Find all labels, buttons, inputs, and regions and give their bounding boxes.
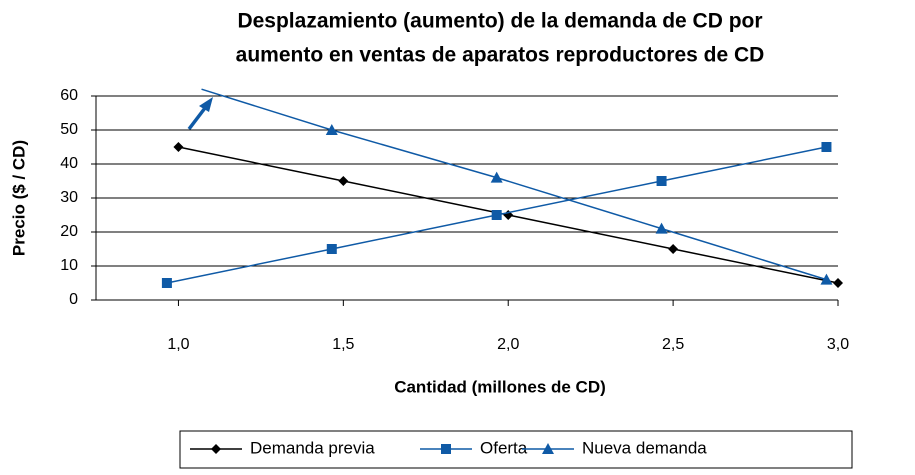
y-tick-label: 50 <box>60 121 78 138</box>
y-tick-label: 0 <box>69 291 78 308</box>
y-axis-title: Precio ($ / CD) <box>9 140 28 256</box>
y-tick-label: 40 <box>60 155 78 172</box>
series-line <box>201 88 827 281</box>
x-tick-label: 1,5 <box>332 336 354 353</box>
legend-label: Demanda previa <box>250 438 375 457</box>
marker <box>668 244 679 254</box>
marker <box>173 142 184 152</box>
legend-label: Oferta <box>480 438 528 457</box>
y-tick-label: 20 <box>60 223 78 240</box>
x-tick-label: 3,0 <box>827 336 849 353</box>
marker <box>338 176 349 186</box>
x-axis-title: Cantidad (millones de CD) <box>394 377 606 396</box>
marker <box>326 244 337 254</box>
marker <box>491 210 502 220</box>
y-tick-label: 30 <box>60 189 78 206</box>
marker <box>655 222 668 234</box>
marker <box>833 278 843 288</box>
marker <box>490 171 503 183</box>
chart-title: Desplazamiento (aumento) de la demanda d… <box>237 10 762 33</box>
x-tick-label: 1,0 <box>167 336 189 353</box>
marker <box>325 124 338 135</box>
y-tick-label: 60 <box>60 87 78 104</box>
marker <box>161 278 172 288</box>
marker <box>441 444 451 454</box>
marker <box>821 142 832 152</box>
chart-title: aumento en ventas de aparatos reproducto… <box>236 44 765 67</box>
marker <box>211 444 221 454</box>
y-tick-label: 10 <box>60 257 78 274</box>
x-tick-label: 2,5 <box>662 336 684 353</box>
annotation-arrow <box>187 97 213 131</box>
marker <box>820 273 833 285</box>
x-tick-label: 2,0 <box>497 336 519 353</box>
legend-label: Nueva demanda <box>582 438 707 457</box>
marker <box>542 443 554 454</box>
legend-box <box>179 430 853 469</box>
marker <box>656 176 667 186</box>
